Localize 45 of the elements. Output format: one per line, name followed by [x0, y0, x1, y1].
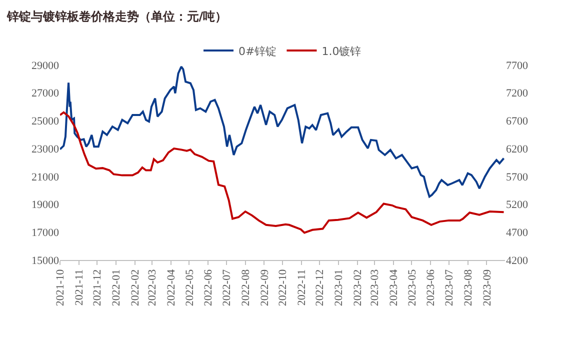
y2-tick-label: 4200: [506, 254, 528, 267]
x-tick-label: 2021-11: [73, 269, 86, 306]
x-tick-label: 2022-08: [240, 268, 252, 306]
x-tick-label: 2022-11: [296, 269, 308, 306]
y2-tick-label: 7700: [506, 60, 528, 72]
legend-label: 1.0镀锌: [322, 44, 362, 58]
x-tick-label: 2022-02: [130, 269, 142, 306]
x-tick-label: 2023-01: [333, 269, 346, 306]
x-tick-label: 2022-04: [166, 268, 178, 306]
x-tick-label: 2022-09: [258, 268, 271, 306]
y-tick-label: 29000: [32, 60, 60, 72]
legend-label: 0#锌锭: [238, 44, 277, 58]
y2-tick-label: 7200: [506, 88, 528, 100]
x-tick-label: 2021-10: [54, 268, 67, 306]
x-tick-label: 2023-06: [425, 268, 438, 306]
y2-tick-label: 6200: [506, 143, 528, 156]
x-tick-label: 2023-08: [462, 268, 474, 306]
chart-title: 锌锭与镀锌板卷价格走势（单位：元/吨）: [6, 10, 228, 24]
x-tick-label: 2022-05: [184, 268, 196, 306]
x-tick-label: 2023-03: [369, 268, 382, 306]
y-tick-label: 27000: [32, 88, 60, 100]
y-tick-label: 25000: [32, 116, 60, 128]
x-tick-label: 2023-02: [352, 269, 364, 306]
y2-tick-label: 4700: [506, 226, 528, 239]
x-tick-label: 2023-04: [388, 268, 400, 306]
x-tick-label: 2022-03: [146, 268, 159, 306]
y-tick-label: 23000: [32, 143, 60, 156]
y2-tick-label: 5700: [506, 171, 528, 184]
x-tick-label: 2022-10: [277, 268, 290, 306]
y-tick-label: 15000: [32, 254, 60, 267]
line-series: [60, 111, 505, 234]
x-tick-label: 2022-01: [110, 269, 123, 306]
x-tick-label: 2023-07: [443, 268, 456, 306]
x-tick-label: 2021-12: [92, 269, 104, 306]
x-tick-label: 2023-05: [406, 268, 418, 306]
x-tick-label: 2023-09: [481, 268, 494, 306]
x-tick-label: 2022-12: [314, 269, 326, 306]
y2-tick-label: 5200: [506, 199, 528, 212]
y2-tick-label: 6700: [506, 116, 528, 128]
line-series: [60, 66, 505, 198]
y-tick-label: 17000: [32, 226, 60, 239]
y-tick-label: 19000: [32, 199, 60, 212]
x-tick-label: 2022-07: [220, 268, 233, 306]
y-tick-label: 21000: [32, 171, 60, 184]
x-tick-label: 2022-06: [202, 268, 215, 306]
